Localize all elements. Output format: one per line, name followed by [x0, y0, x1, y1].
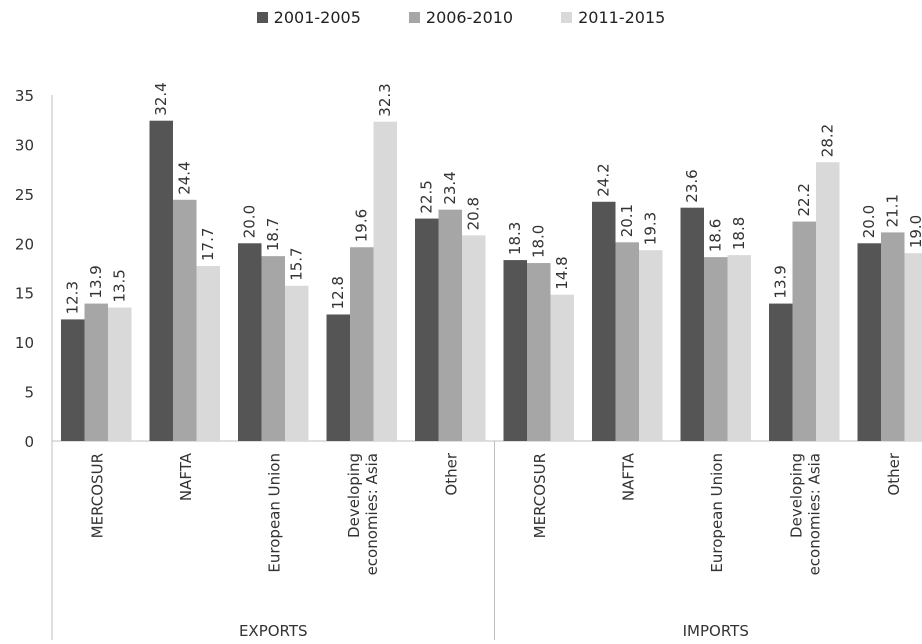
legend-label-2001-2005: 2001-2005 [273, 8, 361, 27]
data-label-exports-developing-economies-asia-2001-2005: 12.8 [329, 276, 347, 309]
bar-exports-mercosur-2001-2005 [61, 319, 85, 441]
y-tick-label-4: 20 [15, 235, 34, 253]
data-label-exports-nafta-2011-2015: 17.7 [199, 228, 217, 261]
bar-imports-mercosur-2001-2005 [503, 260, 527, 441]
bar-imports-european-union-2006-2010 [704, 257, 728, 441]
data-label-exports-nafta-2006-2010: 24.4 [176, 161, 194, 194]
y-tick-label-0: 0 [24, 433, 34, 451]
data-label-imports-developing-economies-asia-2006-2010: 22.2 [795, 183, 813, 216]
bar-imports-mercosur-2006-2010 [527, 263, 551, 441]
category-label-exports-mercosur: MERCOSUR [88, 453, 106, 538]
legend-item-2001-2005: 2001-2005 [256, 8, 361, 27]
data-label-imports-european-union-2006-2010: 18.6 [707, 219, 725, 252]
data-label-exports-european-union-2001-2005: 20.0 [241, 205, 259, 238]
data-label-imports-european-union-2011-2015: 18.8 [730, 217, 748, 250]
data-label-exports-mercosur-2006-2010: 13.9 [87, 265, 105, 298]
bar-exports-nafta-2011-2015 [196, 266, 220, 441]
bar-exports-developing-economies-asia-2011-2015 [373, 121, 397, 441]
data-label-exports-developing-economies-asia-2011-2015: 32.3 [376, 83, 394, 116]
category-label-imports-other: Other [885, 452, 903, 495]
y-tick-label-6: 30 [15, 136, 34, 154]
group-label-exports: EXPORTS [239, 622, 308, 640]
data-label-exports-european-union-2011-2015: 15.7 [288, 247, 306, 280]
bar-imports-developing-economies-asia-2001-2005 [769, 303, 793, 441]
bar-exports-european-union-2006-2010 [261, 256, 285, 441]
data-label-imports-european-union-2001-2005: 23.6 [683, 169, 701, 202]
legend-swatch-2011-2015 [561, 12, 573, 23]
bar-imports-developing-economies-asia-2006-2010 [792, 221, 816, 441]
category-label-imports-nafta: NAFTA [619, 452, 637, 501]
category-label-exports-nafta: NAFTA [177, 452, 195, 501]
data-label-exports-european-union-2006-2010: 18.7 [264, 218, 282, 251]
data-label-exports-other-2001-2005: 22.5 [418, 180, 436, 213]
bar-exports-european-union-2001-2005 [238, 243, 262, 441]
bar-imports-nafta-2001-2005 [592, 201, 616, 441]
bar-imports-developing-economies-asia-2011-2015 [816, 162, 840, 442]
category-label-imports-developing-economies-asia-line-1: economies: Asia [805, 453, 823, 575]
legend: 2001-2005 2006-2010 2011-2015 [0, 8, 922, 27]
bar-imports-other-2006-2010 [881, 232, 905, 441]
category-label-exports-developing-economies-asia-line-1: economies: Asia [363, 453, 381, 575]
y-tick-label-1: 5 [24, 384, 34, 402]
data-label-exports-other-2006-2010: 23.4 [441, 171, 459, 204]
data-label-exports-mercosur-2001-2005: 12.3 [64, 281, 82, 314]
bar-exports-european-union-2011-2015 [285, 285, 309, 441]
group-label-imports: IMPORTS [683, 622, 749, 640]
bar-exports-mercosur-2011-2015 [108, 307, 132, 441]
bar-exports-nafta-2001-2005 [149, 120, 173, 442]
category-label-imports-european-union: European Union [708, 453, 726, 573]
data-label-imports-other-2006-2010: 21.1 [884, 194, 902, 227]
bar-imports-european-union-2001-2005 [680, 207, 704, 441]
legend-label-2006-2010: 2006-2010 [425, 8, 514, 27]
bar-exports-mercosur-2006-2010 [84, 303, 108, 441]
data-label-imports-mercosur-2001-2005: 18.3 [506, 222, 524, 255]
data-label-imports-nafta-2001-2005: 24.2 [595, 163, 613, 196]
data-label-imports-nafta-2006-2010: 20.1 [618, 204, 636, 237]
legend-swatch-2001-2005 [256, 12, 268, 23]
category-label-exports-other: Other [442, 452, 460, 495]
legend-item-2006-2010: 2006-2010 [408, 8, 514, 27]
y-tick-label-3: 15 [15, 285, 34, 303]
bar-exports-other-2006-2010 [438, 209, 462, 441]
data-label-imports-other-2011-2015: 19.0 [907, 215, 922, 248]
legend-label-2011-2015: 2011-2015 [578, 8, 666, 27]
y-tick-label-7: 35 [15, 87, 34, 105]
bar-imports-mercosur-2011-2015 [550, 294, 574, 441]
data-label-imports-mercosur-2011-2015: 14.8 [553, 256, 571, 289]
data-label-imports-developing-economies-asia-2011-2015: 28.2 [819, 124, 837, 157]
data-label-imports-developing-economies-asia-2001-2005: 13.9 [772, 265, 790, 298]
category-label-exports-european-union: European Union [265, 453, 283, 573]
data-label-exports-nafta-2001-2005: 32.4 [152, 82, 170, 115]
legend-item-2011-2015: 2011-2015 [561, 8, 665, 27]
legend-swatch-2006-2010 [408, 12, 420, 23]
data-label-imports-mercosur-2006-2010: 18.0 [530, 225, 548, 258]
bar-imports-other-2001-2005 [857, 243, 881, 441]
bar-imports-nafta-2006-2010 [615, 242, 639, 441]
y-tick-label-2: 10 [15, 334, 34, 352]
y-tick-label-5: 25 [15, 186, 34, 204]
bar-exports-other-2001-2005 [415, 218, 439, 441]
bar-imports-nafta-2011-2015 [639, 250, 663, 441]
data-label-exports-mercosur-2011-2015: 13.5 [111, 269, 129, 302]
bar-exports-developing-economies-asia-2001-2005 [326, 314, 350, 441]
data-label-imports-other-2001-2005: 20.0 [860, 205, 878, 238]
data-label-exports-developing-economies-asia-2006-2010: 19.6 [353, 209, 371, 242]
category-label-exports-developing-economies-asia-line-0: Developing [345, 453, 363, 538]
bar-imports-other-2011-2015 [904, 253, 922, 441]
data-label-imports-nafta-2011-2015: 19.3 [642, 212, 660, 245]
bar-imports-european-union-2011-2015 [727, 255, 751, 441]
bar-exports-other-2011-2015 [462, 235, 486, 441]
bar-exports-developing-economies-asia-2006-2010 [350, 247, 374, 441]
category-label-imports-developing-economies-asia-line-0: Developing [787, 453, 805, 538]
data-label-exports-other-2011-2015: 20.8 [465, 197, 483, 230]
category-label-imports-mercosur: MERCOSUR [531, 453, 549, 538]
bar-exports-nafta-2006-2010 [173, 199, 197, 441]
